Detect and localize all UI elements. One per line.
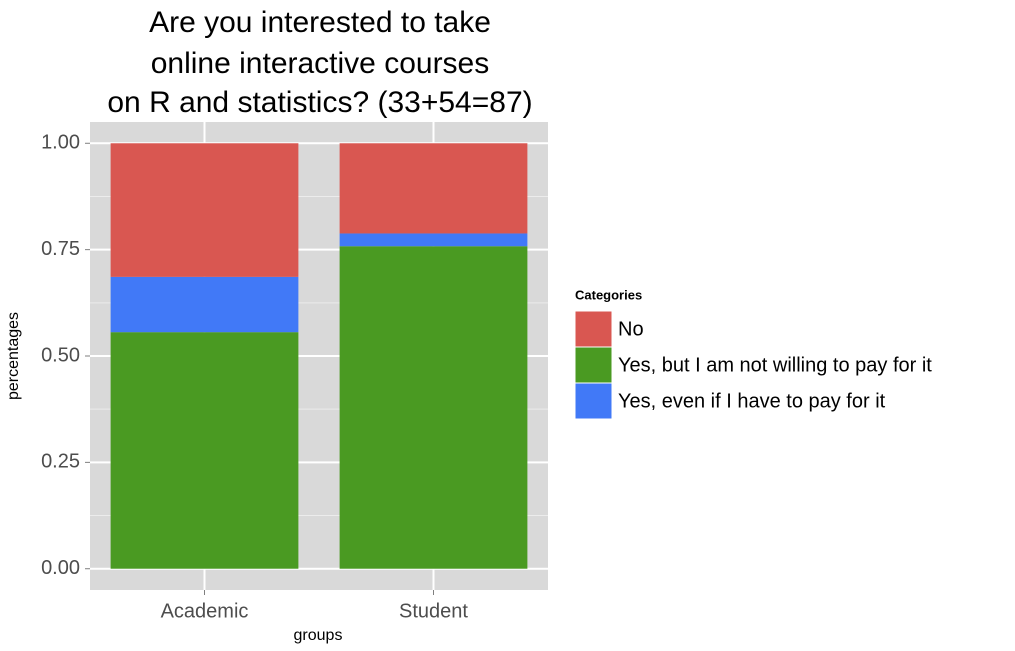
legend-label: Yes, but I am not willing to pay for it bbox=[618, 354, 932, 376]
y-tick-label: 0.50 bbox=[41, 344, 80, 366]
y-tick-label: 0.75 bbox=[41, 238, 80, 260]
legend-swatch bbox=[575, 311, 612, 347]
legend-swatch bbox=[575, 383, 612, 419]
bar-segment bbox=[110, 143, 299, 277]
chart-title: Are you interested to take bbox=[149, 6, 491, 39]
bar-segment bbox=[339, 143, 528, 234]
x-axis-title: groups bbox=[294, 627, 343, 644]
chart-title: on R and statistics? (33+54=87) bbox=[107, 86, 532, 119]
x-tick-label: Academic bbox=[161, 600, 249, 622]
bar-segment bbox=[110, 276, 299, 333]
legend-label: No bbox=[618, 318, 644, 340]
bar-segment bbox=[110, 332, 299, 569]
x-tick-label: Student bbox=[399, 600, 468, 622]
y-axis-title: percentages bbox=[5, 312, 22, 400]
y-tick-label: 0.25 bbox=[41, 451, 80, 473]
bar-segment bbox=[339, 246, 528, 569]
bar-segment bbox=[339, 233, 528, 247]
y-tick-label: 1.00 bbox=[41, 132, 80, 154]
legend-label: Yes, even if I have to pay for it bbox=[618, 390, 886, 412]
chart-title: online interactive courses bbox=[151, 47, 490, 80]
legend-title: Categories bbox=[575, 287, 642, 302]
y-tick-label: 0.00 bbox=[41, 557, 80, 579]
legend-swatch bbox=[575, 347, 612, 383]
